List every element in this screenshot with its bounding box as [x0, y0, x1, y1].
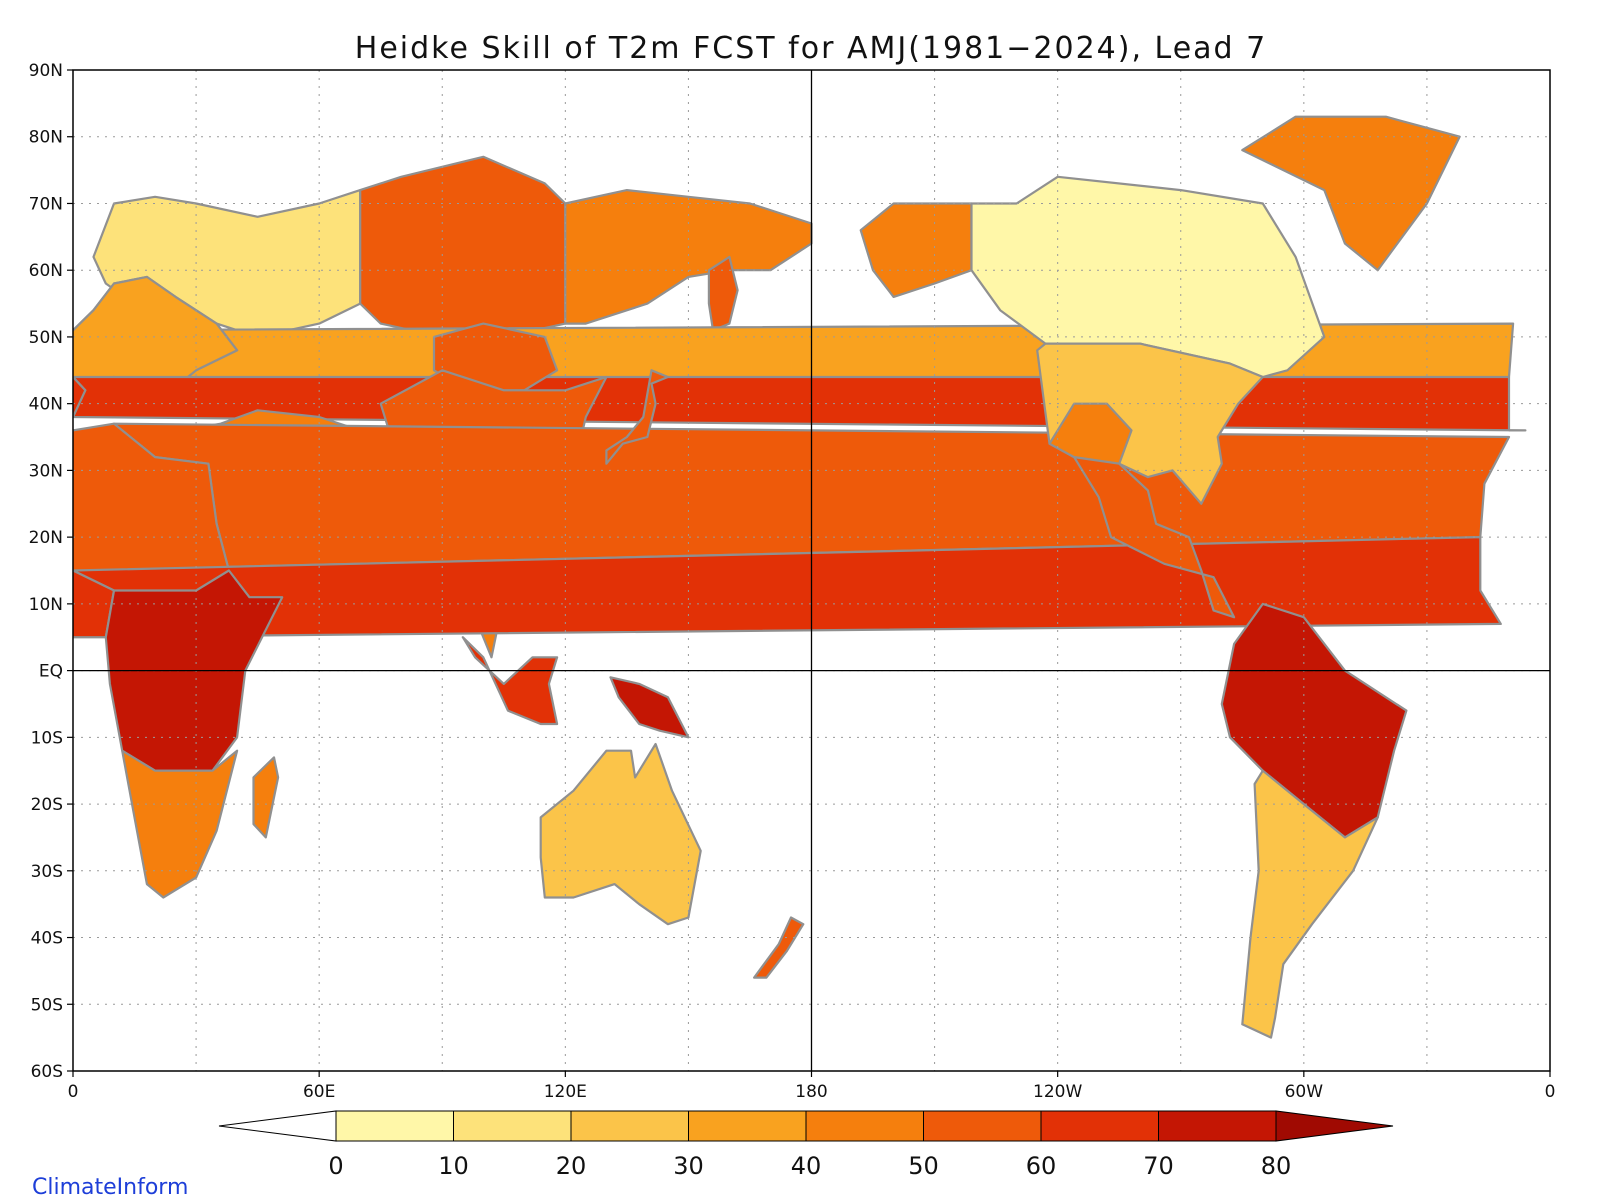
colorbar-tick-label: 0: [328, 1152, 343, 1180]
colorbar-under-triangle: [218, 1110, 337, 1142]
lat-tick-label: 90N: [29, 61, 63, 81]
colorbar-box: [453, 1110, 572, 1142]
colorbar-over-triangle: [1275, 1110, 1394, 1142]
colorbar-tick-label: 70: [1143, 1152, 1174, 1180]
land-region: [121, 749, 239, 899]
colorbar-tick-label: 30: [673, 1152, 704, 1180]
lat-tick-label: 40N: [29, 395, 63, 415]
lon-tick-label: 120W: [1033, 1082, 1082, 1102]
land-region: [609, 676, 690, 739]
lat-tick-label: 80N: [29, 128, 63, 148]
lat-tick-label: EQ: [39, 662, 63, 682]
colorbar-box: [923, 1110, 1042, 1142]
lat-tick-label: 50N: [29, 328, 63, 348]
land-region: [73, 375, 87, 419]
lon-tick-label: 180: [795, 1082, 827, 1102]
longitude-axis: 0 60E 120E 180 120W 60W 0: [68, 1071, 1556, 1102]
colorbar-tick-label: 60: [1026, 1152, 1057, 1180]
lat-tick-label: 20N: [29, 528, 63, 548]
latitude-axis: 90N 80N 70N 60N 50N 40N 30N 20N 10N EQ 10S 20S 30S 40…: [29, 61, 73, 1082]
colorbar: 0 10 20 30 40 50 60 70 80: [218, 1110, 1394, 1180]
land-region: [1241, 769, 1379, 1039]
colorbar-box: [570, 1110, 689, 1142]
colorbar-box: [1040, 1110, 1159, 1142]
lat-tick-label: 60N: [29, 261, 63, 281]
reference-lines: [73, 70, 1550, 1071]
colorbar-box: [805, 1110, 924, 1142]
lon-tick-label: 60W: [1285, 1082, 1324, 1102]
land-region: [707, 255, 739, 332]
colorbar-tick-label: 20: [556, 1152, 587, 1180]
land-skill-field: [73, 115, 1527, 1039]
colorbar-box: [1158, 1110, 1277, 1142]
colorbar-tick-label: 10: [438, 1152, 469, 1180]
figure-title: Heidke Skill of T2m FCST for AMJ(1981−20…: [355, 31, 1267, 66]
land-region: [605, 369, 670, 465]
land-region: [539, 742, 702, 926]
map-plot-area: [73, 70, 1550, 1071]
land-region: [461, 636, 559, 726]
colorbar-box: [335, 1110, 454, 1142]
land-region: [359, 155, 567, 338]
lon-tick-label: 60E: [303, 1082, 335, 1102]
lon-tick-label: 0: [1545, 1082, 1556, 1102]
lat-tick-label: 60S: [31, 1062, 63, 1082]
credit-label: ClimateInform: [32, 1175, 188, 1200]
lat-tick-label: 50S: [31, 995, 63, 1015]
lat-tick-label: 40S: [31, 929, 63, 949]
lon-tick-label: 120E: [544, 1082, 587, 1102]
lat-tick-label: 30N: [29, 461, 63, 481]
colorbar-tick-label: 50: [908, 1152, 939, 1180]
lat-tick-label: 20S: [31, 795, 63, 815]
land-region: [252, 756, 280, 839]
land-region: [73, 569, 116, 639]
lat-tick-label: 10N: [29, 595, 63, 615]
land-region: [752, 916, 805, 979]
colorbar-tick-label: 40: [791, 1152, 822, 1180]
lat-tick-label: 70N: [29, 194, 63, 214]
colorbar-tick-label: 80: [1261, 1152, 1292, 1180]
colorbar-box: [688, 1110, 807, 1142]
lon-tick-label: 0: [68, 1082, 79, 1102]
lat-tick-label: 30S: [31, 862, 63, 882]
lat-tick-label: 10S: [31, 728, 63, 748]
